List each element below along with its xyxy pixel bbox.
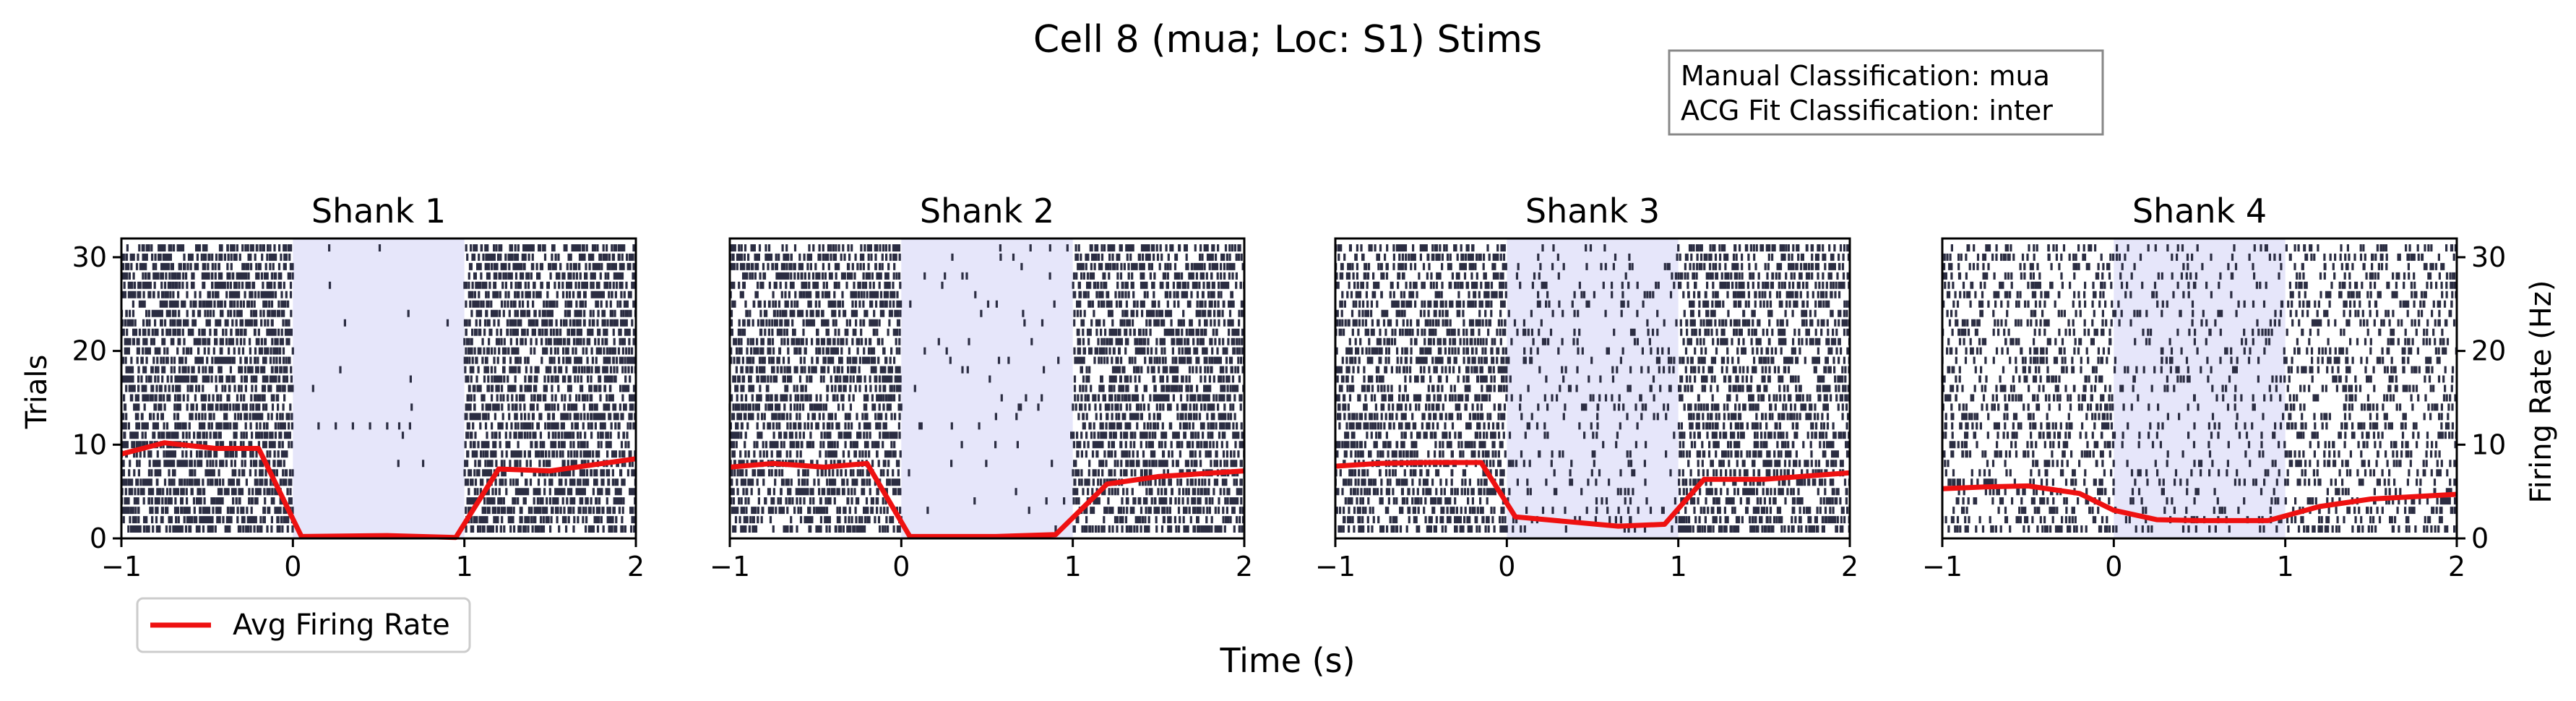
figure-title: Cell 8 (mua; Loc: S1) Stims <box>1033 18 1542 61</box>
y-tick-label: 20 <box>2471 335 2506 367</box>
x-tick-label: 1 <box>1670 551 1687 582</box>
y-tick-label: 0 <box>90 522 107 554</box>
plot-frame <box>728 237 1246 540</box>
plot-frame <box>1334 237 1851 540</box>
classification-acg: ACG Fit Classification: inter <box>1681 95 2053 126</box>
spike-ticks <box>1941 244 2458 533</box>
spike-raster <box>120 244 637 533</box>
x-tick-label: −1 <box>101 551 142 582</box>
panel-title: Shank 2 <box>920 192 1054 231</box>
legend-label: Avg Firing Rate <box>233 608 450 642</box>
x-tick-label: 1 <box>456 551 473 582</box>
y-tick-label: 10 <box>72 429 107 460</box>
legend-frame <box>136 597 471 653</box>
x-tick-label: −1 <box>1922 551 1963 582</box>
stim-window <box>293 238 465 538</box>
y-tick-label: 30 <box>2471 241 2506 273</box>
spike-ticks <box>120 244 637 533</box>
x-tick-label: 2 <box>1236 551 1253 582</box>
spike-raster <box>1941 244 2458 533</box>
x-tick-label: −1 <box>1315 551 1356 582</box>
avg-firing-rate-line <box>1335 460 1851 529</box>
avg-firing-rate-line <box>1942 483 2457 523</box>
avg-firing-rate-line <box>121 440 637 541</box>
shank-panel: −1 0 1 2 Shank 2 <box>710 192 1253 582</box>
x-tick-label: 0 <box>284 551 301 582</box>
plot-frame <box>120 237 637 540</box>
spike-raster <box>1334 244 1851 533</box>
y-axis-label-firing-rate: Firing Rate (Hz) <box>2525 280 2558 504</box>
y-tick-label: 10 <box>2471 429 2506 460</box>
x-tick-label: 1 <box>2277 551 2294 582</box>
y-tick-label: 20 <box>72 335 107 367</box>
classification-box: Manual Classification: mua ACG Fit Class… <box>1668 49 2104 136</box>
y-tick-label: 0 <box>2471 522 2489 554</box>
x-tick-label: 1 <box>1064 551 1082 582</box>
x-tick-label: 2 <box>1841 551 1858 582</box>
panel-title: Shank 1 <box>311 192 446 231</box>
x-tick-label: −1 <box>710 551 750 582</box>
avg-firing-rate-line <box>729 460 1245 539</box>
classification-box-frame <box>1668 49 2104 136</box>
classification-manual: Manual Classification: mua <box>1681 60 2050 92</box>
stim-window <box>901 238 1073 538</box>
spike-ticks <box>1334 244 1851 533</box>
legend: Avg Firing Rate <box>136 597 471 653</box>
x-tick-label: 2 <box>2448 551 2465 582</box>
x-axis-label: Time (s) <box>1219 641 1355 680</box>
x-tick-label: 2 <box>627 551 645 582</box>
panel-title: Shank 3 <box>1525 192 1660 231</box>
y-axis-label-trials: Trials <box>20 355 53 430</box>
x-tick-label: 0 <box>2105 551 2122 582</box>
x-tick-label: 0 <box>1498 551 1515 582</box>
y-tick-label: 30 <box>72 241 107 273</box>
x-tick-label: 0 <box>892 551 910 582</box>
panel-title: Shank 4 <box>2132 192 2267 231</box>
shank-panel: −1 0 1 2 Shank 3 <box>1315 192 1858 582</box>
plot-frame <box>1941 237 2458 540</box>
